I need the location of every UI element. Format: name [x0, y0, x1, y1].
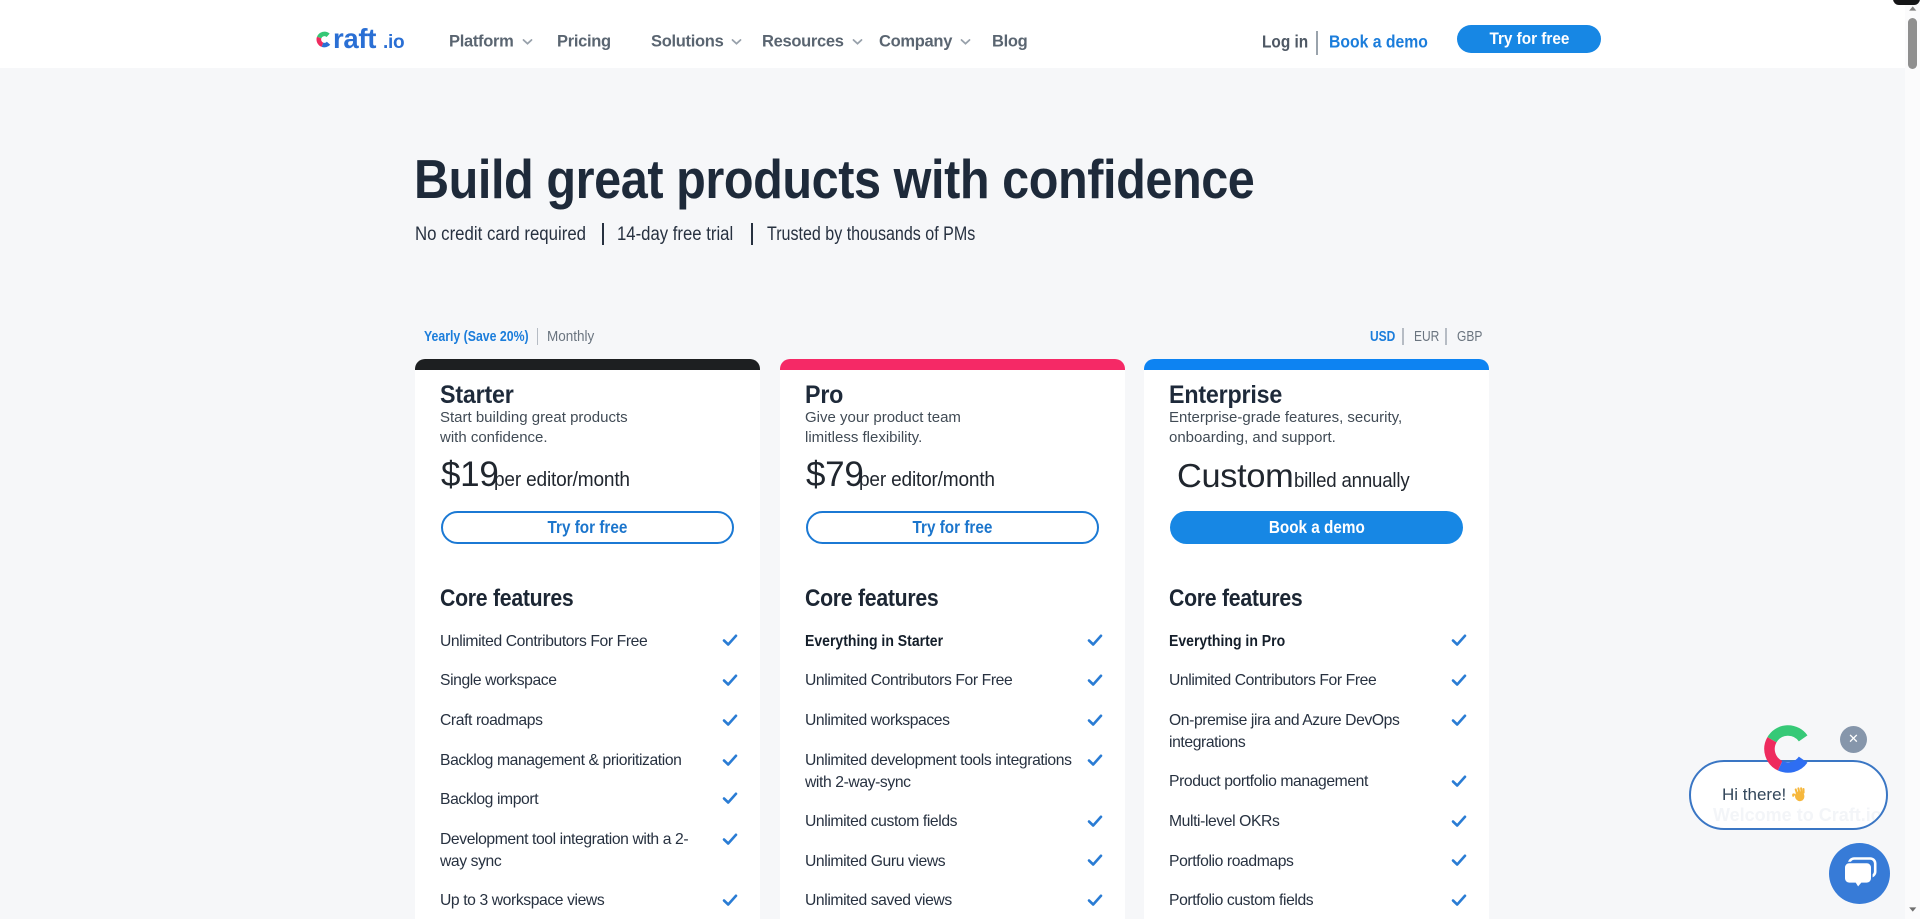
- svg-text:.io: .io: [383, 32, 404, 52]
- svg-text:raft: raft: [333, 23, 376, 52]
